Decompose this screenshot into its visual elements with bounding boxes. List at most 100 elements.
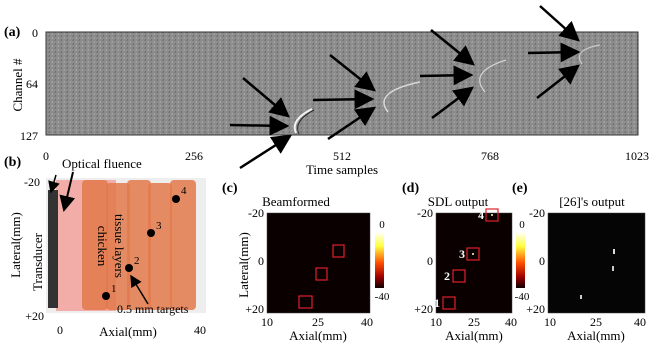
- colorbar-d-max: 0: [519, 219, 525, 231]
- box-number-1: 1: [434, 296, 440, 310]
- panel-d-ytick-mid: 0: [427, 254, 433, 268]
- panel-c-xtick-25: 25: [312, 315, 324, 329]
- sinogram-image: [45, 31, 639, 136]
- panel-d-xtick-10: 10: [430, 315, 442, 329]
- panel-c-title: Beamformed: [262, 194, 330, 209]
- panel-c-xtick-40: 40: [361, 315, 373, 329]
- colorbar-d: [516, 232, 525, 288]
- panel-e-title: [26]'s output: [559, 194, 625, 209]
- panel-a-xtick-512: 512: [333, 149, 351, 163]
- arrow: [329, 54, 376, 92]
- tissue-layer: [170, 180, 196, 310]
- beamformed-heatmap: [266, 212, 371, 314]
- sinogram-plot: [45, 31, 639, 136]
- target-dot-3: [147, 229, 155, 237]
- panel-b-label: (b): [4, 155, 21, 170]
- panel-d-title: SDL output: [428, 194, 489, 209]
- panel-d-ytick-bottom: +20: [414, 302, 433, 316]
- panel-c-ylabel: Lateral(mm): [236, 232, 251, 298]
- arrow: [229, 115, 290, 136]
- box-number-4: 4: [478, 208, 484, 222]
- target-spot: [612, 266, 614, 271]
- panel-a-xtick-1023: 1023: [625, 149, 649, 163]
- colorbar-c-max: 0: [379, 219, 385, 231]
- panel-a-xtick-768: 768: [481, 149, 499, 163]
- panel-d-ytick-top: -20: [417, 206, 433, 220]
- transducer-arrow: [48, 174, 60, 194]
- arrow: [419, 65, 474, 86]
- target-number-3: 3: [156, 220, 162, 232]
- arrow: [536, 64, 580, 99]
- target-spot: [472, 253, 474, 255]
- target-number-4: 4: [181, 185, 187, 197]
- panel-b-ytick-top: -20: [24, 175, 40, 189]
- heatmap-image: [266, 212, 371, 314]
- target-dot-2: [125, 264, 133, 272]
- sinogram-arrows: [229, 5, 581, 170]
- fluence-arrow: [59, 171, 76, 212]
- target-spot: [580, 295, 582, 299]
- panel-c-label: (c): [222, 181, 238, 196]
- panel-a-xtick-0: 0: [43, 149, 49, 163]
- arrow: [327, 106, 377, 141]
- wavefront-1: [293, 108, 313, 134]
- arrow: [431, 86, 474, 119]
- optical-fluence-label: Optical fluence: [62, 156, 142, 171]
- target-number-2: 2: [134, 255, 140, 267]
- panel-b-ytick-bottom: +20: [25, 309, 44, 323]
- colorbar-c-min: -40: [375, 291, 390, 303]
- panel-b-xtick-left: 0: [57, 323, 63, 337]
- panel-b-xtick-right: 40: [194, 323, 206, 337]
- tissue-label-line1: chicken: [95, 226, 110, 267]
- panel-c-ytick-top: -20: [248, 206, 264, 220]
- panel-d-xtick-40: 40: [505, 315, 517, 329]
- wavefront-1-dark: [297, 109, 315, 135]
- panel-a-xtick-256: 256: [185, 149, 203, 163]
- heatmap-image: [435, 212, 513, 314]
- tissue-label-line2: tissue layers: [112, 214, 127, 278]
- arrow: [527, 42, 581, 63]
- target-box: [466, 247, 480, 261]
- panel-a-ytick-0: 0: [32, 26, 38, 40]
- targets-label: 0.5 mm targets: [117, 302, 189, 316]
- arrow: [242, 77, 290, 118]
- wavefront-4: [578, 44, 601, 65]
- target-spot: [491, 214, 493, 216]
- panel-e-ytick-top: -20: [529, 206, 545, 220]
- target-spot: [613, 249, 615, 254]
- arrow: [539, 5, 580, 42]
- panel-b-xlabel: Axial(mm): [99, 324, 157, 339]
- target-box: [485, 208, 499, 222]
- panel-e-xlabel: Axial(mm): [567, 328, 625, 343]
- panel-a-label: (a): [4, 25, 21, 40]
- transducer-label: Transducer: [30, 232, 45, 291]
- tissue-layer: [106, 183, 130, 310]
- panel-e-xtick-40: 40: [634, 315, 646, 329]
- panel-d-label: (d): [402, 181, 419, 196]
- sdl-heatmap: [435, 208, 513, 314]
- target-box: [298, 295, 313, 309]
- panel-a-ytick-64: 64: [26, 77, 38, 91]
- target-dot-4: [172, 195, 180, 203]
- panel-d-xtick-25: 25: [468, 315, 480, 329]
- target-box: [442, 296, 456, 310]
- colorbar-d-min: -40: [515, 291, 530, 303]
- colorbar-c: [375, 232, 384, 288]
- reference-heatmap: [547, 212, 646, 314]
- panel-c-xtick-10: 10: [261, 315, 273, 329]
- target-box: [452, 269, 466, 283]
- target-number-1: 1: [111, 283, 117, 295]
- target-box: [332, 244, 345, 258]
- tissue-layer: [148, 183, 172, 310]
- arrow: [430, 29, 475, 66]
- panel-e-ytick-bottom: +20: [526, 302, 545, 316]
- panel-e-xtick-25: 25: [590, 315, 602, 329]
- arrow: [312, 89, 375, 110]
- panel-e-ytick-mid: 0: [539, 254, 545, 268]
- targets-arrow: [130, 274, 149, 305]
- phantom-diagram: [46, 171, 206, 313]
- box-number-2: 2: [444, 269, 450, 283]
- panel-e-xtick-10: 10: [544, 315, 556, 329]
- arrow: [239, 134, 293, 170]
- panel-a-ylabel: Channel #: [10, 58, 25, 112]
